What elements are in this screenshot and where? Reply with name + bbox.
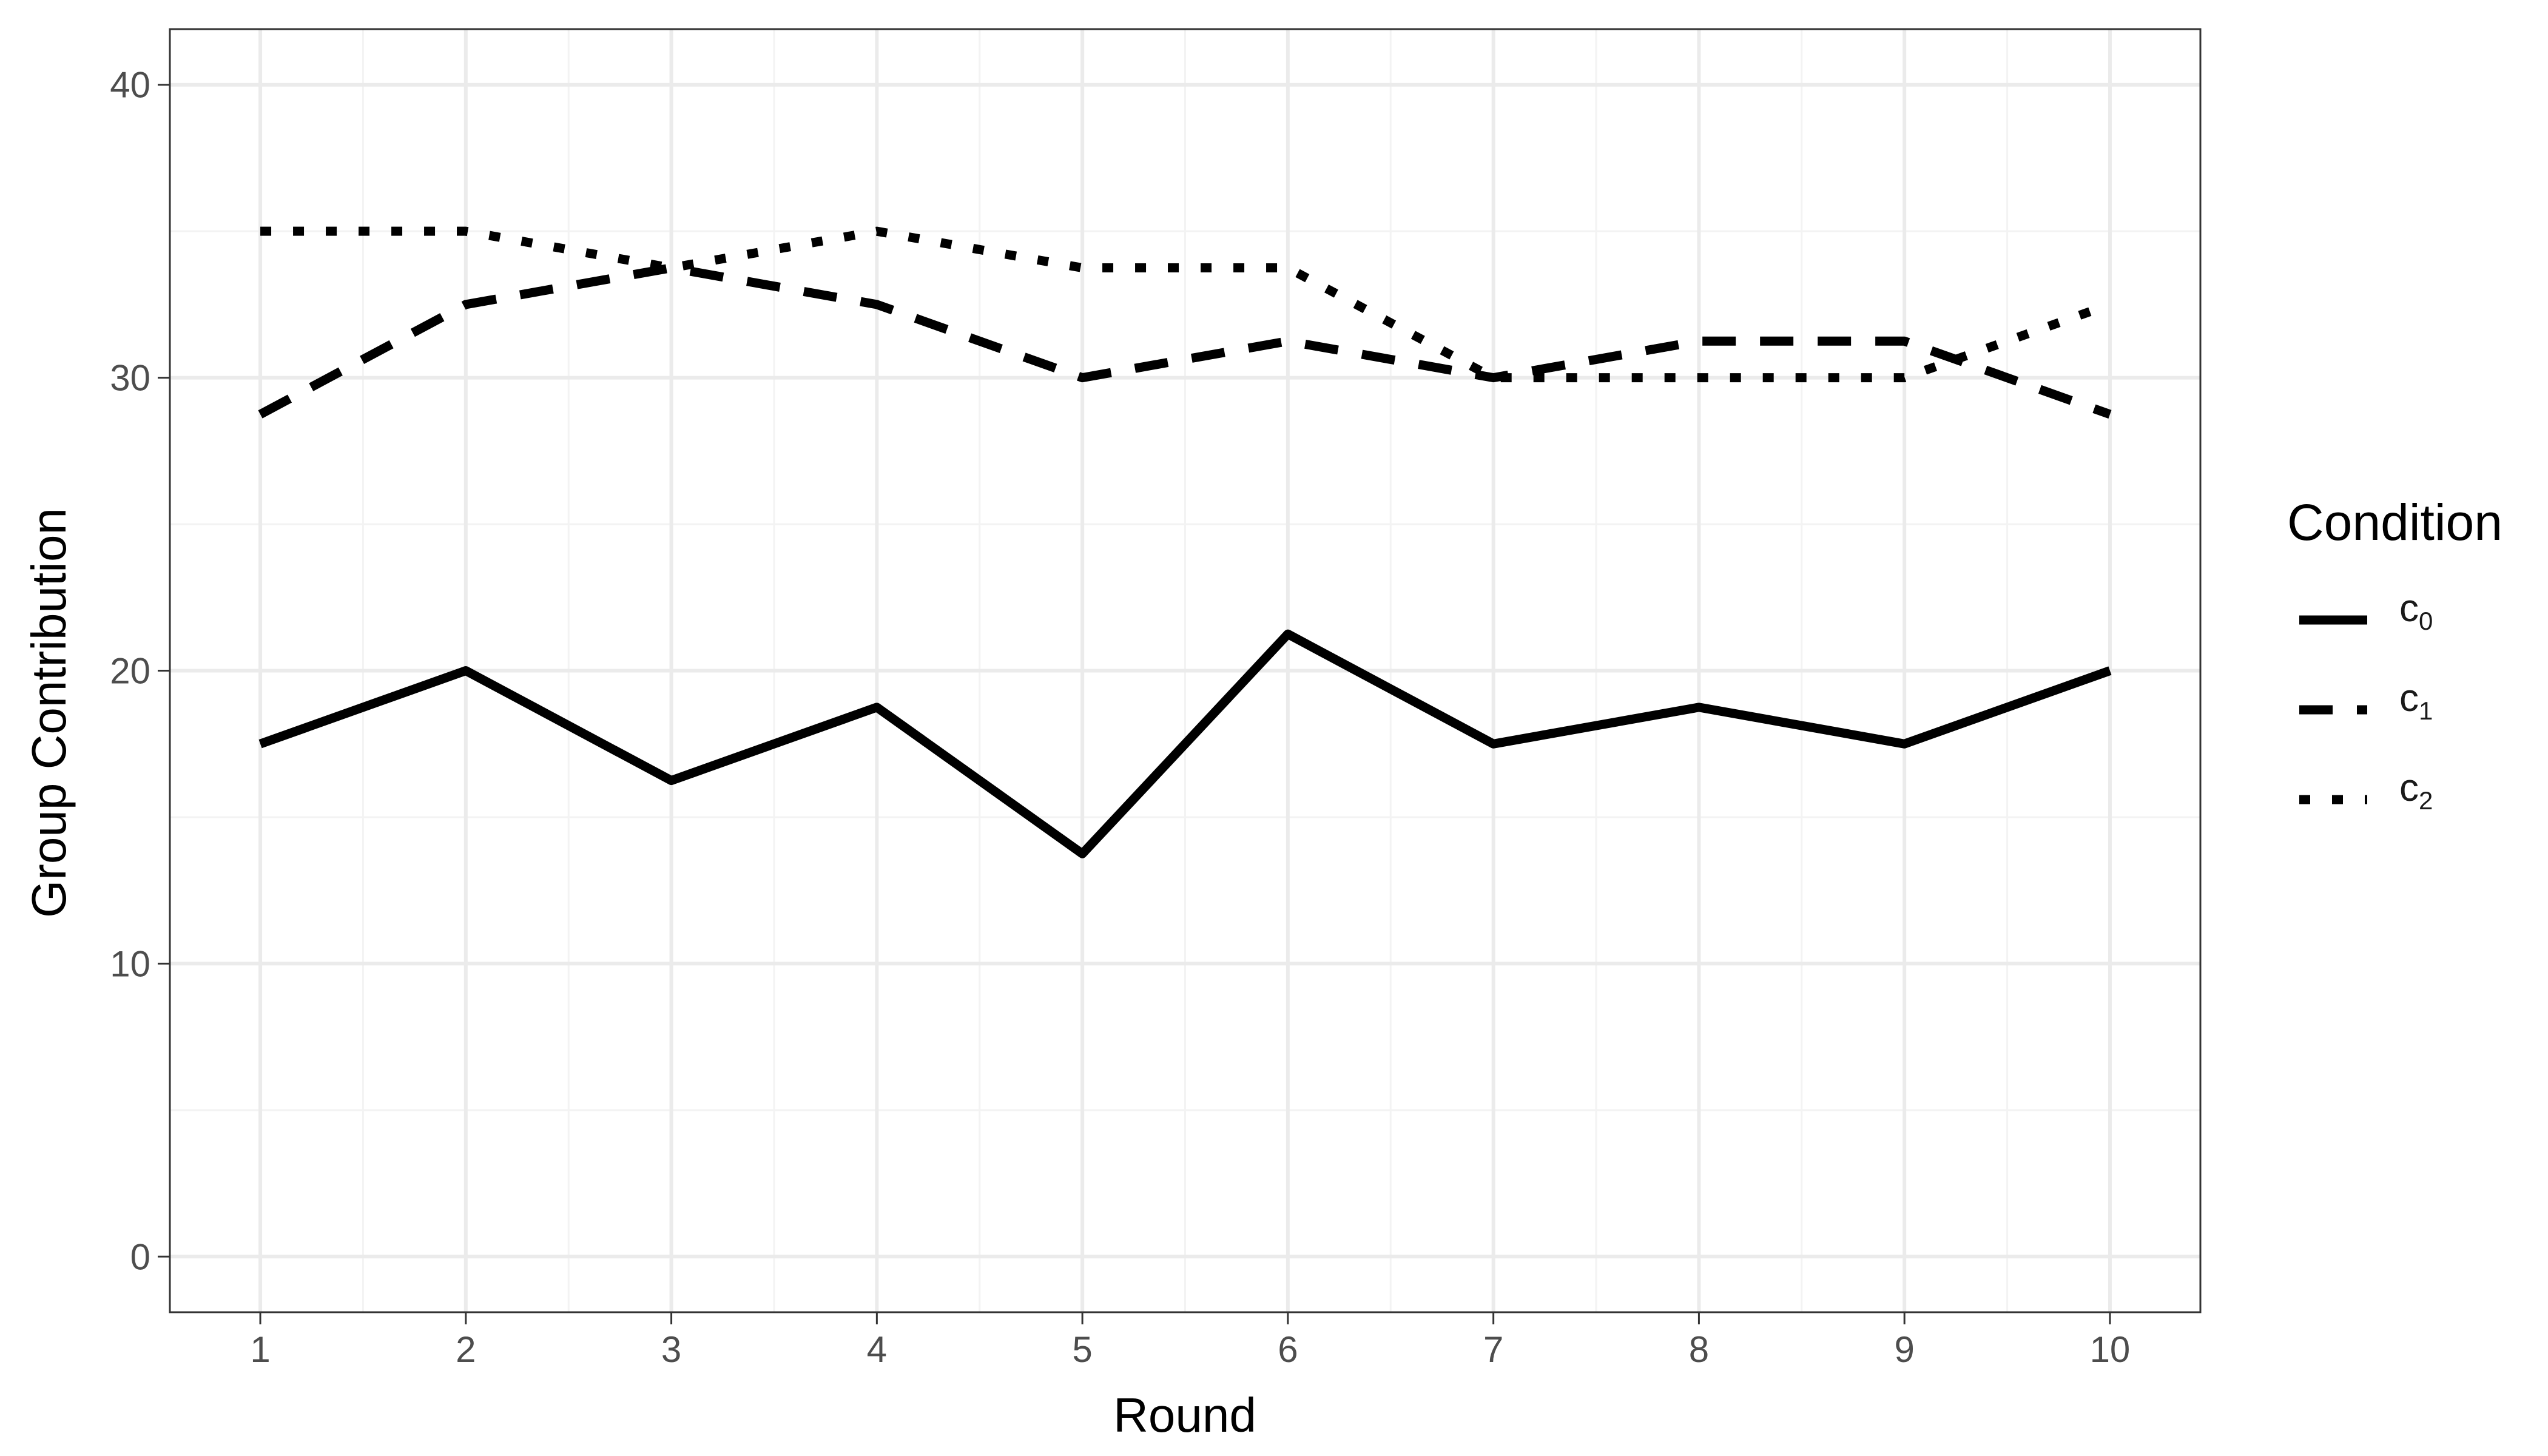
- legend-items: c0 c1 c2: [2299, 586, 2433, 815]
- x-tick-label: 1: [250, 1329, 270, 1370]
- x-tick-label: 5: [1072, 1329, 1092, 1370]
- y-tick-label: 0: [130, 1236, 150, 1277]
- legend-label: c2: [2399, 766, 2433, 815]
- y-tick-label: 40: [110, 65, 150, 106]
- series-line-c0: [258, 629, 2112, 858]
- y-tick-label: 20: [110, 651, 150, 692]
- legend-title: Condition: [2287, 494, 2502, 551]
- x-tick-label: 2: [456, 1329, 476, 1370]
- y-tick-label: 30: [110, 358, 150, 399]
- x-tick-label: 4: [867, 1329, 887, 1370]
- x-tick-label: 8: [1689, 1329, 1709, 1370]
- series-lines: [258, 226, 2112, 858]
- y-tick-label: 10: [110, 943, 150, 984]
- major-gridlines: [170, 29, 2200, 1312]
- legend-label: c1: [2399, 676, 2433, 725]
- x-axis-title: Round: [1113, 1388, 1256, 1442]
- series-line-c2: [260, 226, 2112, 383]
- x-tick-label: 9: [1894, 1329, 1914, 1370]
- x-tick-label: 10: [2090, 1329, 2131, 1370]
- legend: Condition c0 c1 c2: [2287, 494, 2502, 815]
- x-tick-label: 6: [1278, 1329, 1298, 1370]
- y-axis-title: Group Contribution: [22, 508, 76, 918]
- x-tick-label: 7: [1483, 1329, 1503, 1370]
- x-tick-label: 3: [661, 1329, 681, 1370]
- legend-label: c0: [2399, 586, 2433, 635]
- axis-ticks: 1 2 3 4 5 6 7 8 9 10 0 10 20 30 40: [110, 65, 2130, 1370]
